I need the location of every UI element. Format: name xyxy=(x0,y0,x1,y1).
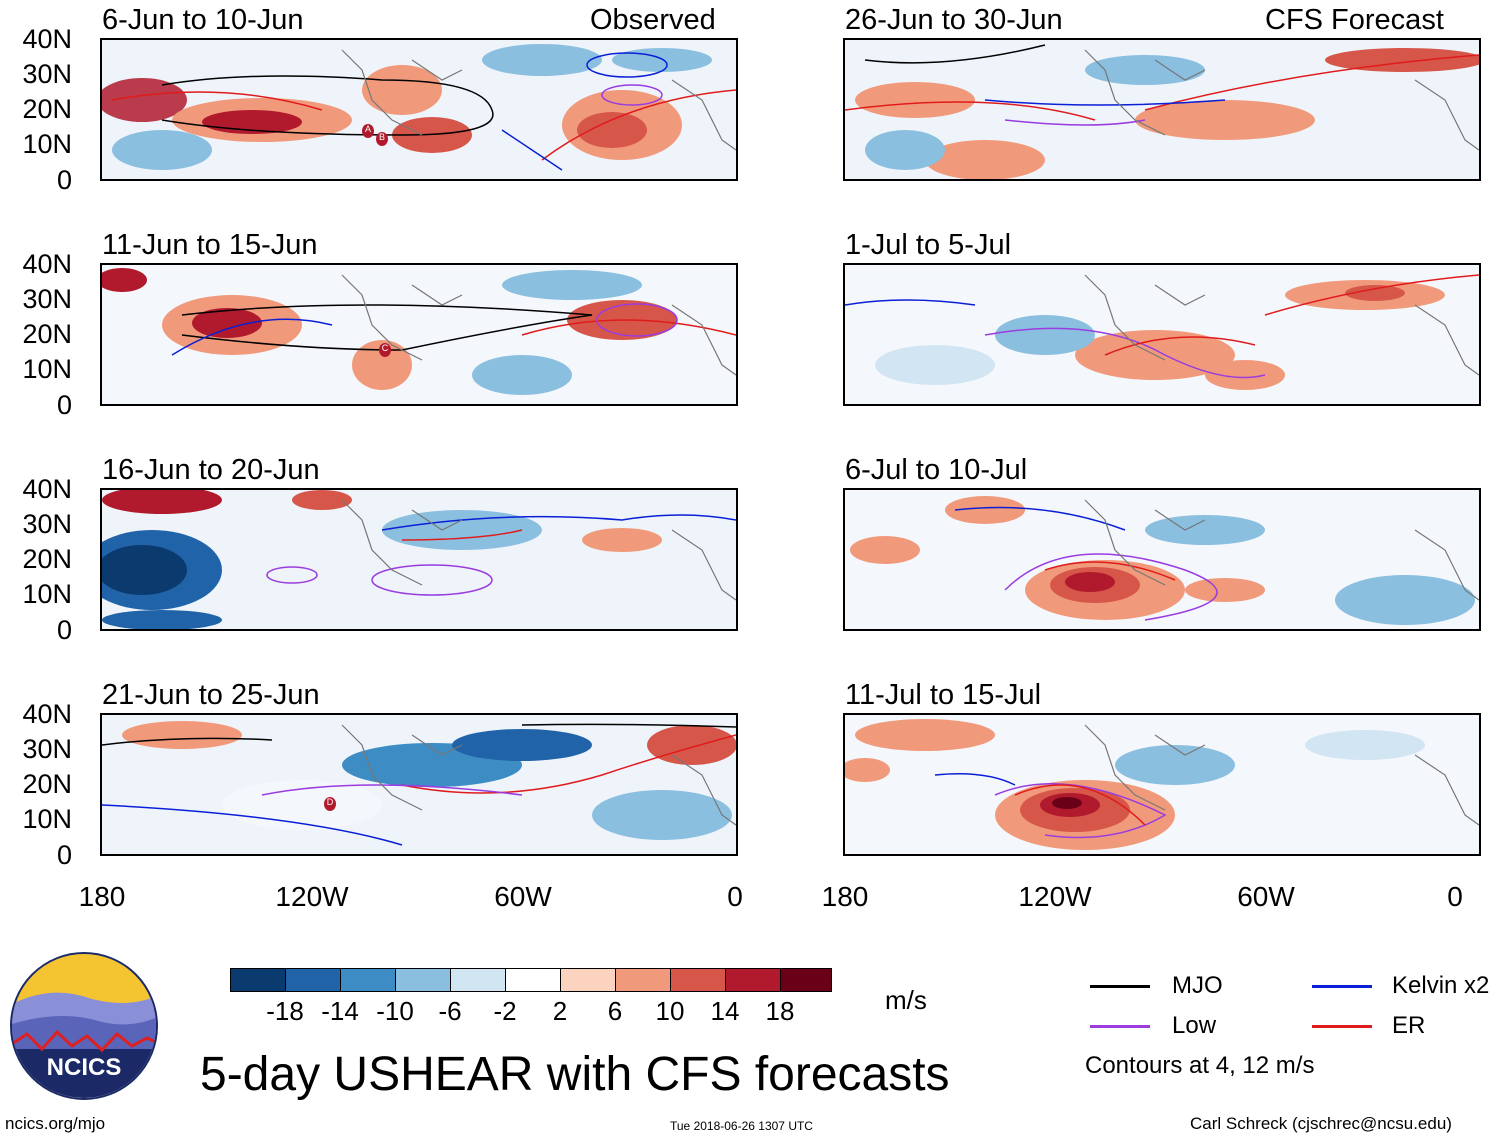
lat-label: 0 xyxy=(56,840,72,870)
lon-label: 0 xyxy=(1447,881,1463,912)
storm-marker: A xyxy=(362,124,374,138)
map-panel-l2 xyxy=(100,488,738,631)
lat-label: 30N xyxy=(22,734,72,764)
legend-label-low: Low xyxy=(1172,1012,1217,1039)
lat-label: 20N xyxy=(22,769,72,799)
lon-label: 120W xyxy=(275,881,349,912)
lon-label: 180 xyxy=(78,881,126,912)
lat-label: 0 xyxy=(56,390,72,420)
lat-label: 40N xyxy=(22,249,72,279)
lat-label: 20N xyxy=(22,94,72,124)
legend-swatch-mjo xyxy=(1090,985,1150,988)
colorbar-label: 14 xyxy=(710,996,740,1026)
panel-title-r3: 11-Jul to 15-Jul xyxy=(845,679,1042,711)
colorbar-label: -18 xyxy=(266,996,304,1026)
colorbar-label: 6 xyxy=(607,996,623,1026)
lat-label: 10N xyxy=(22,129,72,159)
colorbar-swatch xyxy=(285,968,341,992)
forecast-label: CFS Forecast xyxy=(1265,4,1444,36)
colorbar-label: -6 xyxy=(438,996,462,1026)
colorbar-label: 10 xyxy=(655,996,685,1026)
lat-label: 40N xyxy=(22,24,72,54)
colorbar-swatch xyxy=(230,968,286,992)
panel-title-l1: 11-Jun to 15-Jun xyxy=(102,229,318,261)
footer-author: Carl Schreck (cjschrec@ncsu.edu) xyxy=(1190,1114,1452,1133)
footer-timestamp: Tue 2018-06-26 1307 UTC xyxy=(670,1119,813,1133)
legend-swatch-er xyxy=(1312,1025,1372,1028)
map-panel-r0 xyxy=(843,38,1481,181)
colorbar-swatch xyxy=(450,968,506,992)
map-panel-r2 xyxy=(843,488,1481,631)
legend-swatch-kelvin xyxy=(1312,985,1372,988)
lat-label: 30N xyxy=(22,59,72,89)
map-panel-r3 xyxy=(843,713,1481,856)
lat-label: 30N xyxy=(22,284,72,314)
colorbar-swatch xyxy=(670,968,726,992)
colorbar-label: -14 xyxy=(321,996,359,1026)
panel-title-r2: 6-Jul to 10-Jul xyxy=(845,454,1028,486)
lat-label: 20N xyxy=(22,544,72,574)
map-panel-r1 xyxy=(843,263,1481,406)
colorbar-units: m/s xyxy=(885,985,927,1015)
colorbar-label: -2 xyxy=(493,996,517,1026)
panel-title-r0: 26-Jun to 30-Jun xyxy=(845,4,1063,36)
colorbar-swatch xyxy=(615,968,671,992)
colorbar-swatch xyxy=(340,968,396,992)
legend-label-er: ER xyxy=(1392,1012,1426,1039)
lat-label: 0 xyxy=(56,615,72,645)
lon-label: 0 xyxy=(727,881,743,912)
colorbar-label: -10 xyxy=(376,996,414,1026)
lon-label: 60W xyxy=(1237,881,1295,912)
panel-title-l3: 21-Jun to 25-Jun xyxy=(102,679,320,711)
lat-label: 20N xyxy=(22,319,72,349)
storm-marker: D xyxy=(324,797,336,811)
logo-text: NCICS xyxy=(46,1054,122,1081)
lon-label: 120W xyxy=(1018,881,1092,912)
colorbar-swatch xyxy=(725,968,781,992)
observed-label: Observed xyxy=(590,4,716,36)
footer-url: ncics.org/mjo xyxy=(5,1114,106,1133)
colorbar-swatch xyxy=(395,968,451,992)
legend-swatch-low xyxy=(1090,1025,1150,1028)
map-panel-l3: D xyxy=(100,713,738,856)
figure-title: 5-day USHEAR with CFS forecasts xyxy=(200,1048,950,1101)
storm-marker: C xyxy=(379,343,391,357)
map-panel-l1: C xyxy=(100,263,738,406)
ncics-logo: NCICS xyxy=(10,952,158,1100)
panel-title-l0: 6-Jun to 10-Jun xyxy=(102,4,304,36)
map-panel-l0: A B xyxy=(100,38,738,181)
lat-label: 10N xyxy=(22,354,72,384)
lat-label: 40N xyxy=(22,699,72,729)
lat-label: 0 xyxy=(56,165,72,195)
storm-marker: B xyxy=(376,132,388,146)
panel-title-l2: 16-Jun to 20-Jun xyxy=(102,454,320,486)
contours-note: Contours at 4, 12 m/s xyxy=(1085,1052,1315,1079)
colorbar-label: 2 xyxy=(552,996,568,1026)
lat-label: 10N xyxy=(22,579,72,609)
colorbar-swatch xyxy=(780,968,832,992)
colorbar-swatch xyxy=(560,968,616,992)
lon-label: 60W xyxy=(494,881,552,912)
lat-label: 10N xyxy=(22,804,72,834)
lat-label: 40N xyxy=(22,474,72,504)
colorbar-swatch xyxy=(505,968,561,992)
legend-label-mjo: MJO xyxy=(1172,972,1223,999)
lat-label: 30N xyxy=(22,509,72,539)
panel-title-r1: 1-Jul to 5-Jul xyxy=(845,229,1012,261)
legend-label-kelvin: Kelvin x2 xyxy=(1392,972,1490,999)
colorbar-label: 18 xyxy=(765,996,795,1026)
lon-label: 180 xyxy=(821,881,869,912)
